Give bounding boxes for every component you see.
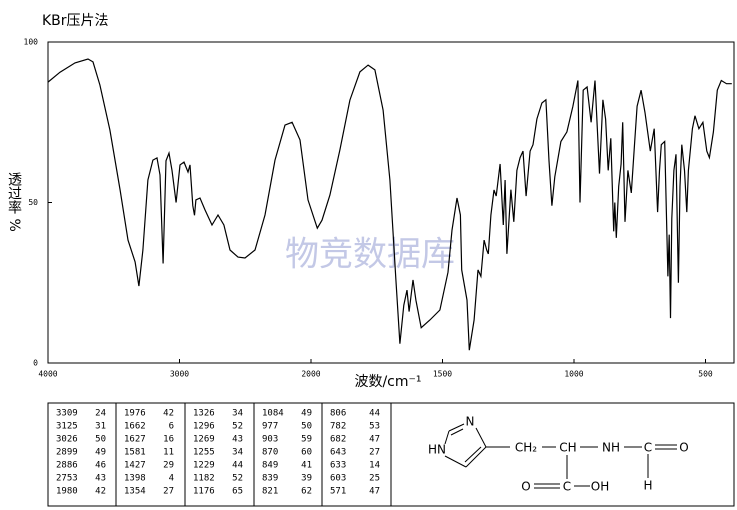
table-transmittance: 34 [232,409,243,419]
table-wavenumber: 1627 [124,435,146,445]
table-wavenumber: 1398 [124,474,146,484]
table-wavenumber: 1326 [193,409,215,419]
table-wavenumber: 2886 [56,461,78,471]
table-transmittance: 34 [232,448,243,458]
table-transmittance: 49 [95,448,106,458]
x-tick-label: 1500 [433,370,452,379]
table-wavenumber: 1976 [124,409,146,419]
table-transmittance: 39 [301,474,312,484]
watermark: 物竞数据库 [285,235,455,275]
table-transmittance: 52 [232,474,243,484]
atom-label: OH [591,480,609,494]
table-transmittance: 27 [369,448,380,458]
table-wavenumber: 782 [330,422,346,432]
table-transmittance: 62 [301,487,312,497]
table-transmittance: 29 [163,461,174,471]
table-transmittance: 65 [232,487,243,497]
table-transmittance: 52 [232,422,243,432]
table-transmittance: 42 [163,409,174,419]
x-tick-label: 1000 [564,370,583,379]
table-transmittance: 60 [301,448,312,458]
table-transmittance: 46 [95,461,106,471]
table-transmittance: 16 [163,435,174,445]
table-wavenumber: 1354 [124,487,146,497]
table-wavenumber: 3026 [56,435,78,445]
table-transmittance: 4 [169,474,174,484]
table-transmittance: 53 [369,422,380,432]
table-wavenumber: 1182 [193,474,215,484]
atom-label: HN [428,443,446,457]
table-wavenumber: 1581 [124,448,146,458]
table-transmittance: 47 [369,435,380,445]
table-transmittance: 6 [169,422,174,432]
table-transmittance: 44 [232,461,243,471]
table-transmittance: 11 [163,448,174,458]
atom-label: H [643,479,652,493]
table-wavenumber: 903 [262,435,278,445]
atom-label: O [679,441,688,455]
table-transmittance: 31 [95,422,106,432]
atom-label: O [521,480,530,494]
table-transmittance: 25 [369,474,380,484]
table-transmittance: 47 [369,487,380,497]
table-wavenumber: 1980 [56,487,78,497]
atom-label: CH [559,441,576,455]
table-transmittance: 49 [301,409,312,419]
y-axis-label: 透过率 % [6,172,22,232]
x-axis-label: 波数/cm⁻¹ [354,374,421,390]
table-wavenumber: 3125 [56,422,78,432]
x-tick-label: 4000 [38,370,57,379]
y-tick-label: 0 [33,359,38,368]
table-wavenumber: 2753 [56,474,78,484]
spectrum-line [47,58,732,351]
chart-title: KBr压片法 [42,13,109,29]
table-transmittance: 14 [369,461,380,471]
table-wavenumber: 1229 [193,461,215,471]
table-wavenumber: 1662 [124,422,146,432]
x-tick-label: 2000 [301,370,320,379]
table-wavenumber: 1427 [124,461,146,471]
table-wavenumber: 643 [330,448,346,458]
table-transmittance: 50 [95,435,106,445]
table-dividers [115,403,392,506]
structure-bonds [444,423,677,489]
table-wavenumber: 1084 [262,409,284,419]
table-wavenumber: 603 [330,474,346,484]
table-transmittance: 43 [95,474,106,484]
atom-label: C [563,480,571,494]
table-wavenumber: 1176 [193,487,215,497]
atom-label: N [466,415,475,429]
table-wavenumber: 2899 [56,448,78,458]
atom-label: NH [602,441,620,455]
table-wavenumber: 870 [262,448,278,458]
table-wavenumber: 839 [262,474,278,484]
table-wavenumber: 682 [330,435,346,445]
table-wavenumber: 633 [330,461,346,471]
table-wavenumber: 977 [262,422,278,432]
atom-label: C [644,441,652,455]
table-transmittance: 59 [301,435,312,445]
table-wavenumber: 571 [330,487,346,497]
table-transmittance: 41 [301,461,312,471]
table-transmittance: 42 [95,487,106,497]
y-tick-label: 100 [24,38,39,47]
table-transmittance: 50 [301,422,312,432]
atom-label: CH₂ [515,441,537,455]
table-transmittance: 44 [369,409,380,419]
table-wavenumber: 1269 [193,435,215,445]
table-transmittance: 43 [232,435,243,445]
y-tick-label: 50 [28,198,38,207]
table-wavenumber: 1296 [193,422,215,432]
table-wavenumber: 821 [262,487,278,497]
x-tick-label: 500 [698,370,713,379]
table-wavenumber: 1255 [193,448,215,458]
table-wavenumber: 806 [330,409,346,419]
table-transmittance: 24 [95,409,106,419]
table-transmittance: 27 [163,487,174,497]
x-tick-label: 3000 [170,370,189,379]
table-wavenumber: 3309 [56,409,78,419]
table-wavenumber: 849 [262,461,278,471]
